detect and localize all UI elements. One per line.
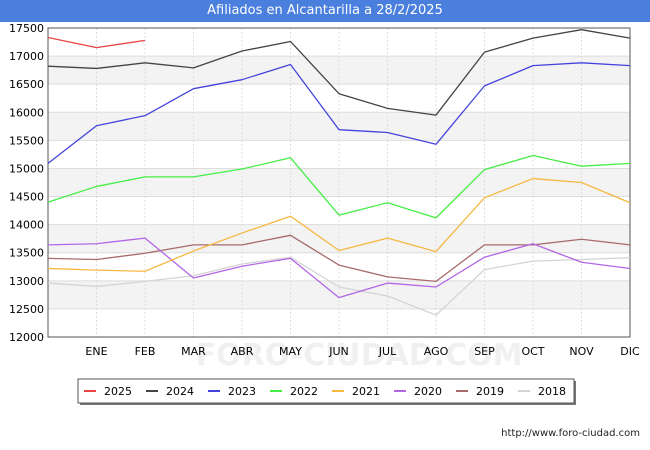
x-tick-label: DIC xyxy=(620,345,640,358)
x-tick-label: SEP xyxy=(474,345,495,358)
y-tick-label: 13000 xyxy=(9,275,44,288)
y-tick-label: 12500 xyxy=(9,303,44,316)
y-tick-label: 13500 xyxy=(9,247,44,260)
legend-label-2018: 2018 xyxy=(538,385,566,398)
legend-label-2020: 2020 xyxy=(414,385,442,398)
series-line-2024 xyxy=(47,29,631,116)
legend-label-2023: 2023 xyxy=(228,385,256,398)
plot-frame xyxy=(47,27,631,338)
x-tick-label: AGO xyxy=(424,345,449,358)
series-line-2021 xyxy=(47,177,631,272)
x-tick-label: JUL xyxy=(378,345,397,358)
watermark: FORO-CIUDAD.COM xyxy=(196,338,523,373)
legend-label-2021: 2021 xyxy=(352,385,380,398)
y-tick-label: 17000 xyxy=(9,50,44,63)
x-tick-label: OCT xyxy=(521,345,544,358)
legend-box xyxy=(77,378,575,404)
source-url[interactable]: http://www.foro-ciudad.com xyxy=(501,428,640,439)
legend-label-2019: 2019 xyxy=(476,385,504,398)
x-tick-label: FEB xyxy=(135,345,156,358)
y-tick-label: 16000 xyxy=(9,106,44,119)
series-line-2022 xyxy=(47,154,631,219)
legend-label-2022: 2022 xyxy=(290,385,318,398)
y-tick-label: 12000 xyxy=(9,331,44,344)
chart-title: Afiliados en Alcantarilla a 28/2/2025 xyxy=(0,0,650,22)
x-tick-label: MAR xyxy=(181,345,206,358)
y-tick-label: 17500 xyxy=(9,22,44,35)
y-tick-label: 15000 xyxy=(9,162,44,175)
series-line-2018 xyxy=(47,256,631,316)
y-tick-label: 14500 xyxy=(9,191,44,204)
y-tick-label: 15500 xyxy=(9,134,44,147)
legend-label-2025: 2025 xyxy=(104,385,132,398)
x-tick-label: MAY xyxy=(279,345,302,358)
x-tick-label: ABR xyxy=(231,345,254,358)
y-tick-label: 16500 xyxy=(9,78,44,91)
series-line-2023 xyxy=(47,62,631,164)
x-tick-label: JUN xyxy=(328,345,349,358)
legend-label-2024: 2024 xyxy=(166,385,194,398)
series-line-2019 xyxy=(47,234,631,283)
series-line-2025 xyxy=(47,36,146,49)
x-tick-label: ENE xyxy=(85,345,107,358)
x-tick-label: NOV xyxy=(569,345,594,358)
series-line-2020 xyxy=(47,237,631,299)
y-tick-label: 14000 xyxy=(9,219,44,232)
